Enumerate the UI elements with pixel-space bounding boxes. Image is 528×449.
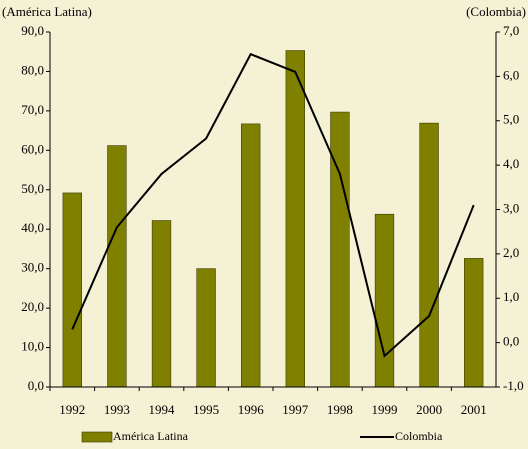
x-tick-label: 1995 xyxy=(193,402,219,417)
y2-tick-label: 0,0 xyxy=(503,334,519,349)
y2-tick-label: 1,0 xyxy=(503,289,519,304)
x-tick-label: 1992 xyxy=(59,402,85,417)
y-tick-label: 40,0 xyxy=(21,220,44,235)
bar xyxy=(464,258,484,388)
bar xyxy=(374,213,395,388)
x-tick-label: 1999 xyxy=(372,402,398,417)
x-tick-label: 1994 xyxy=(149,402,176,417)
y2-tick-label: 6,0 xyxy=(503,67,519,82)
bar xyxy=(151,220,172,388)
bar xyxy=(62,192,82,388)
x-tick-label: 2001 xyxy=(461,402,487,417)
y-tick-label: 90,0 xyxy=(21,23,44,38)
bar xyxy=(285,50,305,388)
y2-tick-label: 4,0 xyxy=(503,156,519,171)
legend-swatch xyxy=(81,431,113,443)
y2-axis-label: (Colombia) xyxy=(466,4,526,19)
x-tick-label: 1998 xyxy=(327,402,353,417)
bar xyxy=(107,145,127,388)
legend-label: Colombia xyxy=(395,429,443,443)
x-tick-label: 1993 xyxy=(104,402,130,417)
y2-tick-label: 5,0 xyxy=(503,112,519,127)
bar xyxy=(241,123,261,388)
x-tick-label: 1997 xyxy=(282,402,309,417)
legend-label: América Latina xyxy=(113,429,189,443)
y-tick-label: 70,0 xyxy=(21,102,44,117)
y2-tick-label: 3,0 xyxy=(503,200,519,215)
y-tick-label: 20,0 xyxy=(21,299,44,314)
y-tick-label: 50,0 xyxy=(21,181,44,196)
y-tick-label: 10,0 xyxy=(21,339,44,354)
y-tick-label: 80,0 xyxy=(21,62,44,77)
y-tick-label: 60,0 xyxy=(21,141,44,156)
x-tick-label: 1996 xyxy=(238,402,265,417)
y2-tick-label: 7,0 xyxy=(503,23,519,38)
bar xyxy=(419,122,439,388)
y-axis-label: (América Latina) xyxy=(2,4,92,19)
y2-tick-label: 2,0 xyxy=(503,245,519,260)
y2-tick-label: -1,0 xyxy=(503,378,524,393)
x-tick-label: 2000 xyxy=(416,402,442,417)
y-tick-label: 30,0 xyxy=(21,260,44,275)
bar xyxy=(196,268,216,388)
bar xyxy=(330,111,350,388)
y-tick-label: 0,0 xyxy=(28,378,44,393)
line xyxy=(71,52,475,358)
